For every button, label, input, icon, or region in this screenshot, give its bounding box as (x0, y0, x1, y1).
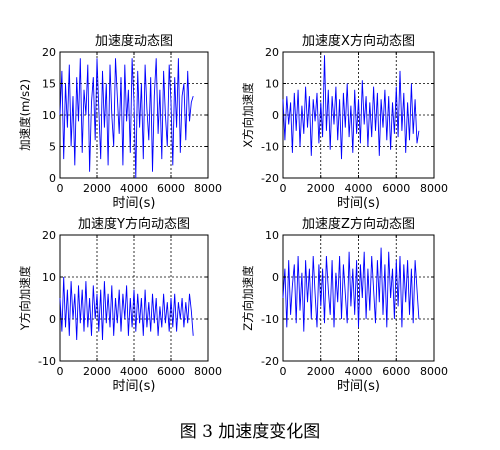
x-tick-label: 6000 (157, 365, 185, 378)
x-axis-label: 时间(s) (337, 379, 380, 394)
chart-panels: 0 2000 4000 6000 800005101520加速度动态图时间(s)加速度(… (18, 33, 448, 394)
figure-caption: 图 3 加速度变化图 (180, 422, 321, 442)
y-axis-label: X方向加速度 (241, 82, 255, 148)
y-tick-label: 5 (49, 141, 56, 154)
y-tick-label: -10 (38, 355, 56, 368)
x-tick-label: 0 (57, 365, 64, 378)
y-tick-label: 20 (42, 229, 56, 242)
y-tick-label: 10 (42, 109, 56, 122)
x-tick-label: 2000 (83, 365, 111, 378)
x-tick-label: 8000 (194, 365, 222, 378)
y-tick-label: 15 (42, 78, 56, 91)
chart-panel-4: 0 2000 4000 6000 8000 -20 -10 0 10 加速度Z方向动态图时间(s)… (241, 216, 448, 394)
y-tick-label: 10 (42, 271, 56, 284)
y-tick-label: -20 (261, 172, 279, 185)
x-axis-label: 时间(s) (337, 196, 380, 211)
y-tick-label: -20 (261, 355, 279, 368)
y-tick-label: 0 (272, 109, 279, 122)
x-tick-label: 4000 (345, 182, 373, 195)
x-tick-label: 4000 (345, 365, 373, 378)
x-tick-label: 0 (57, 182, 64, 195)
chart-panel-2: 0 2000 4000 6000 8000 -20 -10 0 10 20 加速度X方向动态图时间(… (241, 33, 448, 211)
chart-title: 加速度X方向动态图 (302, 33, 415, 49)
x-tick-label: 4000 (120, 365, 148, 378)
chart-title: 加速度Z方向动态图 (302, 216, 415, 232)
series-line (282, 247, 420, 332)
chart-title: 加速度动态图 (95, 33, 173, 49)
x-tick-label: 2000 (307, 182, 335, 195)
x-tick-label: 8000 (420, 365, 448, 378)
y-axis-label: Z方向加速度 (241, 265, 255, 331)
y-tick-label: -10 (261, 313, 279, 326)
plot-frame (282, 234, 435, 362)
y-tick-label: 20 (265, 46, 279, 59)
y-tick-label: 0 (49, 172, 56, 185)
y-axis-label: Y方向加速度 (18, 265, 32, 331)
chart-title: 加速度Y方向动态图 (78, 216, 190, 232)
x-tick-label: 8000 (194, 182, 222, 195)
y-tick-label: 0 (272, 271, 279, 284)
x-axis-label: 时间(s) (113, 379, 156, 394)
x-tick-label: 2000 (307, 365, 335, 378)
y-tick-label: 20 (42, 46, 56, 59)
x-tick-label: 2000 (83, 182, 111, 195)
x-tick-label: 0 (280, 182, 287, 195)
y-tick-label: 10 (265, 78, 279, 91)
x-tick-label: 4000 (120, 182, 148, 195)
y-tick-label: -10 (261, 141, 279, 154)
y-tick-label: 0 (49, 313, 56, 326)
y-axis-label: 加速度(m/s2) (18, 79, 32, 151)
x-tick-label: 6000 (382, 182, 410, 195)
chart-panel-3: 0 2000 4000 6000 8000-1001020加速度Y方向动态图时间(s)Y… (18, 216, 222, 394)
y-tick-label: 10 (265, 229, 279, 242)
series-line (59, 276, 194, 341)
x-tick-label: 8000 (420, 182, 448, 195)
series-line (59, 58, 194, 179)
x-tick-label: 0 (280, 365, 287, 378)
x-axis-label: 时间(s) (113, 196, 156, 211)
x-tick-label: 6000 (157, 182, 185, 195)
series-line (282, 55, 420, 160)
x-tick-label: 6000 (382, 365, 410, 378)
